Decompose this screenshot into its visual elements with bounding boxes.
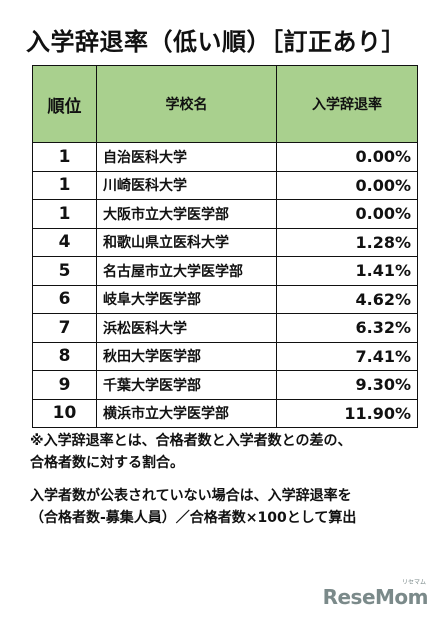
rate-cell: 0.00% [276,199,418,229]
rank-cell: 6 [32,284,97,314]
school-cell: 横浜市立大学医学部 [96,398,277,428]
rate-cell: 4.62% [276,284,418,314]
rank-cell: 1 [32,199,97,229]
rate-cell: 1.41% [276,256,418,286]
table-header-row: 順位 学校名 入学辞退率 [32,65,418,143]
table-row: 1 自治医科大学 0.00% [32,142,418,172]
table-row: 10 横浜市立大学医学部 11.90% [32,398,418,428]
table-row: 7 浜松医科大学 6.32% [32,313,418,343]
school-cell: 名古屋市立大学医学部 [96,256,277,286]
rank-cell: 5 [32,256,97,286]
rate-cell: 0.00% [276,170,418,200]
table-row: 5 名古屋市立大学医学部 1.41% [32,256,418,286]
logo-ruby: リセマム [401,579,426,586]
rank-cell: 8 [32,341,97,371]
rank-cell: 4 [32,227,97,257]
note-calculation: 入学者数が公表されていない場合は、入学辞退率を （合格者数-募集人員）／合格者数… [30,485,425,529]
rank-cell: 10 [32,398,97,428]
school-cell: 和歌山県立医科大学 [96,227,277,257]
school-cell: 浜松医科大学 [96,313,277,343]
note-line: （合格者数-募集人員）／合格者数×100として算出 [30,510,357,526]
rank-cell: 9 [32,370,97,400]
rate-cell: 11.90% [276,398,418,428]
note-line: 入学者数が公表されていない場合は、入学辞退率を [30,488,352,504]
rate-cell: 9.30% [276,370,418,400]
rate-cell: 0.00% [276,142,418,172]
logo-text: ReseMom [322,585,429,609]
school-cell: 秋田大学医学部 [96,341,277,371]
school-cell: 自治医科大学 [96,142,277,172]
table-row: 1 大阪市立大学医学部 0.00% [32,199,418,229]
table-row: 8 秋田大学医学部 7.41% [32,341,418,371]
page-title: 入学辞退率（低い順）［訂正あり］ [26,28,406,56]
ranking-table: 順位 学校名 入学辞退率 1 自治医科大学 0.00% 1 川崎医科大学 0.00% 1 大阪… [32,65,418,428]
rate-cell: 1.28% [276,227,418,257]
note-line: ※入学辞退率とは、合格者数と入学者数との差の、 [30,433,352,449]
rate-cell: 7.41% [276,341,418,371]
school-cell: 大阪市立大学医学部 [96,199,277,229]
table-row: 1 川崎医科大学 0.00% [32,170,418,200]
rank-cell: 7 [32,313,97,343]
column-header-school: 学校名 [96,65,277,143]
column-header-rank: 順位 [32,65,97,143]
table-row: 4 和歌山県立医科大学 1.28% [32,227,418,257]
school-cell: 千葉大学医学部 [96,370,277,400]
table-row: 6 岐阜大学医学部 4.62% [32,284,418,314]
school-cell: 川崎医科大学 [96,170,277,200]
note-definition: ※入学辞退率とは、合格者数と入学者数との差の、 合格者数に対する割合。 [30,430,425,474]
rate-cell: 6.32% [276,313,418,343]
rank-cell: 1 [32,142,97,172]
rank-cell: 1 [32,170,97,200]
school-cell: 岐阜大学医学部 [96,284,277,314]
table-row: 9 千葉大学医学部 9.30% [32,370,418,400]
note-line: 合格者数に対する割合。 [30,455,184,471]
column-header-rate: 入学辞退率 [276,65,418,143]
resemom-logo: リセマム ReseMom [320,579,429,609]
